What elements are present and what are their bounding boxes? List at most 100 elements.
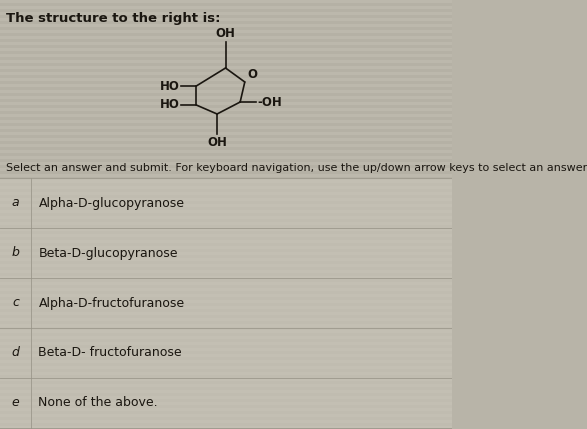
Bar (0, 336, 452, 339)
Bar (0, 21, 452, 24)
Bar (0, 237, 452, 240)
Bar (0, 402, 452, 405)
Bar (0, 108, 452, 111)
Bar (0, 105, 452, 108)
Bar (0, 147, 452, 150)
Bar (0, 345, 452, 348)
Bar (0, 75, 452, 78)
Bar (0, 33, 452, 36)
Bar (0, 288, 452, 291)
Bar (0, 369, 452, 372)
Bar (0, 306, 452, 309)
Bar (0, 72, 452, 75)
Bar (0, 312, 452, 315)
Bar (0, 168, 452, 171)
Bar (0, 294, 452, 297)
Bar (0, 264, 452, 267)
Bar (0, 318, 452, 321)
Bar (0, 405, 452, 408)
Text: Alpha-D-fructofuranose: Alpha-D-fructofuranose (39, 296, 185, 309)
Bar (0, 153, 452, 156)
Bar (0, 372, 452, 375)
Bar (0, 150, 452, 153)
Bar (0, 213, 452, 216)
Bar (0, 366, 452, 369)
Bar (0, 234, 452, 237)
Text: d: d (12, 347, 19, 360)
Bar (0, 162, 452, 165)
Bar (0, 381, 452, 384)
Bar (0, 297, 452, 300)
Bar (0, 324, 452, 327)
Bar (0, 51, 452, 54)
Bar (0, 123, 452, 126)
Bar (0, 87, 452, 90)
Bar (0, 384, 452, 387)
Text: c: c (12, 296, 19, 309)
Bar (0, 165, 452, 168)
Bar (0, 231, 452, 234)
Text: None of the above.: None of the above. (39, 396, 158, 410)
Bar (0, 81, 452, 84)
Bar (0, 126, 452, 129)
Bar (0, 201, 452, 204)
Bar (0, 171, 452, 174)
Bar (0, 360, 452, 363)
Text: -OH: -OH (257, 96, 282, 109)
Bar (0, 135, 452, 138)
Bar (0, 138, 452, 141)
Bar (0, 78, 452, 81)
Bar (0, 243, 452, 246)
Bar (0, 399, 452, 402)
Bar (0, 228, 452, 278)
Bar (0, 48, 452, 51)
Bar (0, 54, 452, 57)
Text: Beta-D- fructofuranose: Beta-D- fructofuranose (39, 347, 182, 360)
Text: OH: OH (207, 136, 227, 149)
Bar (0, 357, 452, 360)
Bar (0, 426, 452, 429)
Bar (0, 328, 452, 378)
Bar (0, 216, 452, 219)
Bar (0, 42, 452, 45)
Bar (0, 330, 452, 333)
Bar (0, 390, 452, 393)
Bar (0, 354, 452, 357)
Bar (0, 417, 452, 420)
Bar (0, 96, 452, 99)
Bar (0, 210, 452, 213)
Text: Select an answer and submit. For keyboard navigation, use the up/down arrow keys: Select an answer and submit. For keyboar… (6, 163, 587, 173)
Bar (0, 327, 452, 330)
Bar (0, 186, 452, 189)
Text: a: a (12, 196, 19, 209)
Bar (0, 102, 452, 105)
Bar (0, 387, 452, 390)
Bar (0, 132, 452, 135)
Bar (0, 414, 452, 417)
Bar (0, 3, 452, 6)
Bar (0, 222, 452, 225)
Bar (0, 30, 452, 33)
Bar (0, 120, 452, 123)
Text: Beta-D-glucopyranose: Beta-D-glucopyranose (39, 247, 178, 260)
Bar (0, 267, 452, 270)
Bar (0, 393, 452, 396)
Bar (0, 144, 452, 147)
Bar (0, 258, 452, 261)
Bar (0, 411, 452, 414)
Bar (0, 9, 452, 12)
Bar (0, 228, 452, 231)
Bar (0, 204, 452, 207)
Bar (0, 351, 452, 354)
Bar (0, 225, 452, 228)
Bar (0, 246, 452, 249)
Bar (0, 192, 452, 195)
Bar (0, 300, 452, 303)
Bar (0, 24, 452, 27)
Bar (0, 348, 452, 351)
Bar (0, 270, 452, 273)
Bar (0, 408, 452, 411)
Text: The structure to the right is:: The structure to the right is: (6, 12, 221, 25)
Bar (0, 396, 452, 399)
Text: HO: HO (160, 99, 180, 112)
